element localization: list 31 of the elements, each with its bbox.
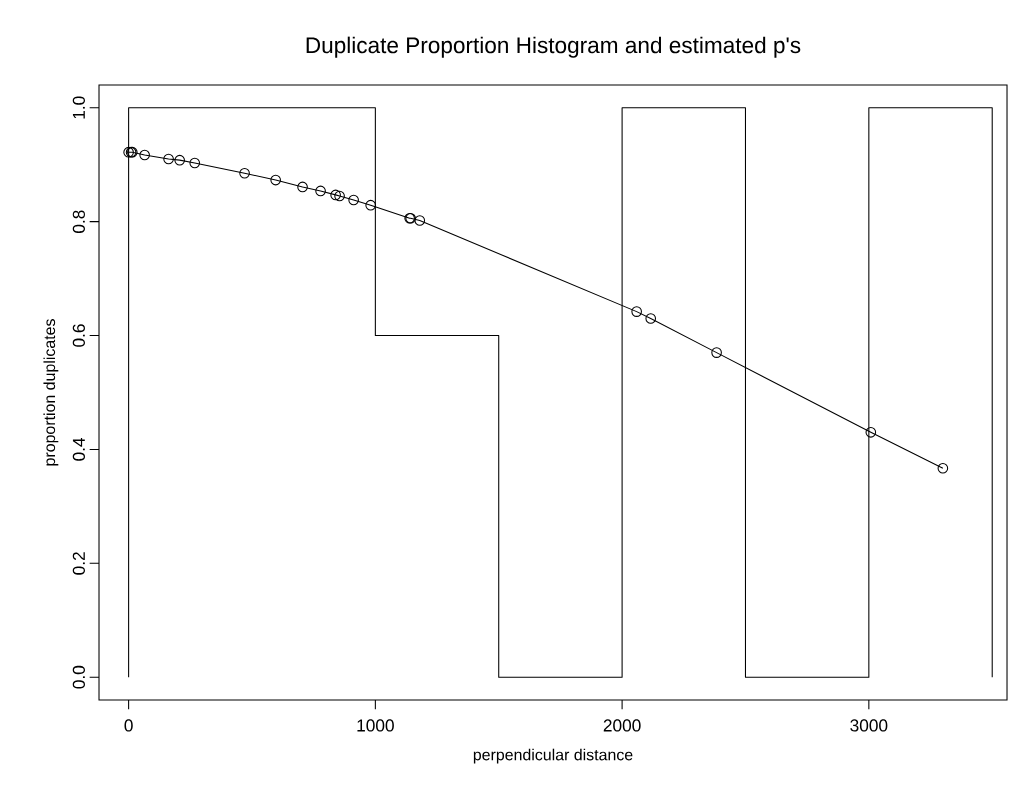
x-tick-label: 2000 [603,719,641,732]
point [270,174,281,186]
point [139,149,150,161]
x-tick-label: 0 [124,719,133,732]
point [239,167,250,179]
point [414,215,426,226]
point [189,157,201,169]
x-axis-title: perpendicular distance [473,748,633,764]
point [365,199,376,211]
point [711,347,722,358]
point [937,462,949,474]
point [348,194,359,206]
point [334,190,345,202]
y-tick-label: 1.0 [72,96,85,119]
point [174,154,186,166]
y-tick-label: 0.0 [72,665,85,689]
point [315,185,326,197]
y-axis-title: proportion duplicates [43,319,59,466]
y-tick-label: 0.4 [72,437,85,461]
chart-title: Duplicate Proportion Histogram and estimated p's [306,36,801,58]
point [163,153,174,165]
x-tick-label: 3000 [850,719,888,732]
point [330,189,341,201]
point [865,427,877,438]
y-tick-label: 0.6 [72,324,85,347]
y-tick-label: 0.2 [72,552,85,575]
point [645,313,657,324]
point [297,181,308,193]
x-tick-label: 1000 [357,719,394,732]
point [631,306,642,317]
y-tick-label: 0.8 [72,210,85,233]
